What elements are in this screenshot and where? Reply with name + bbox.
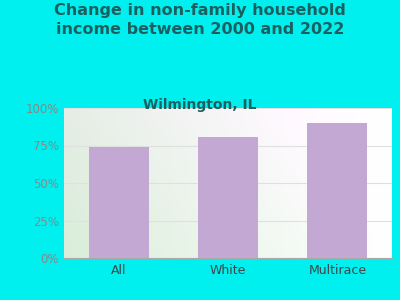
Text: Change in non-family household
income between 2000 and 2022: Change in non-family household income be…: [54, 3, 346, 37]
Bar: [198, 136, 258, 258]
Bar: [89, 147, 149, 258]
Bar: [307, 123, 368, 258]
Text: Wilmington, IL: Wilmington, IL: [143, 98, 257, 112]
